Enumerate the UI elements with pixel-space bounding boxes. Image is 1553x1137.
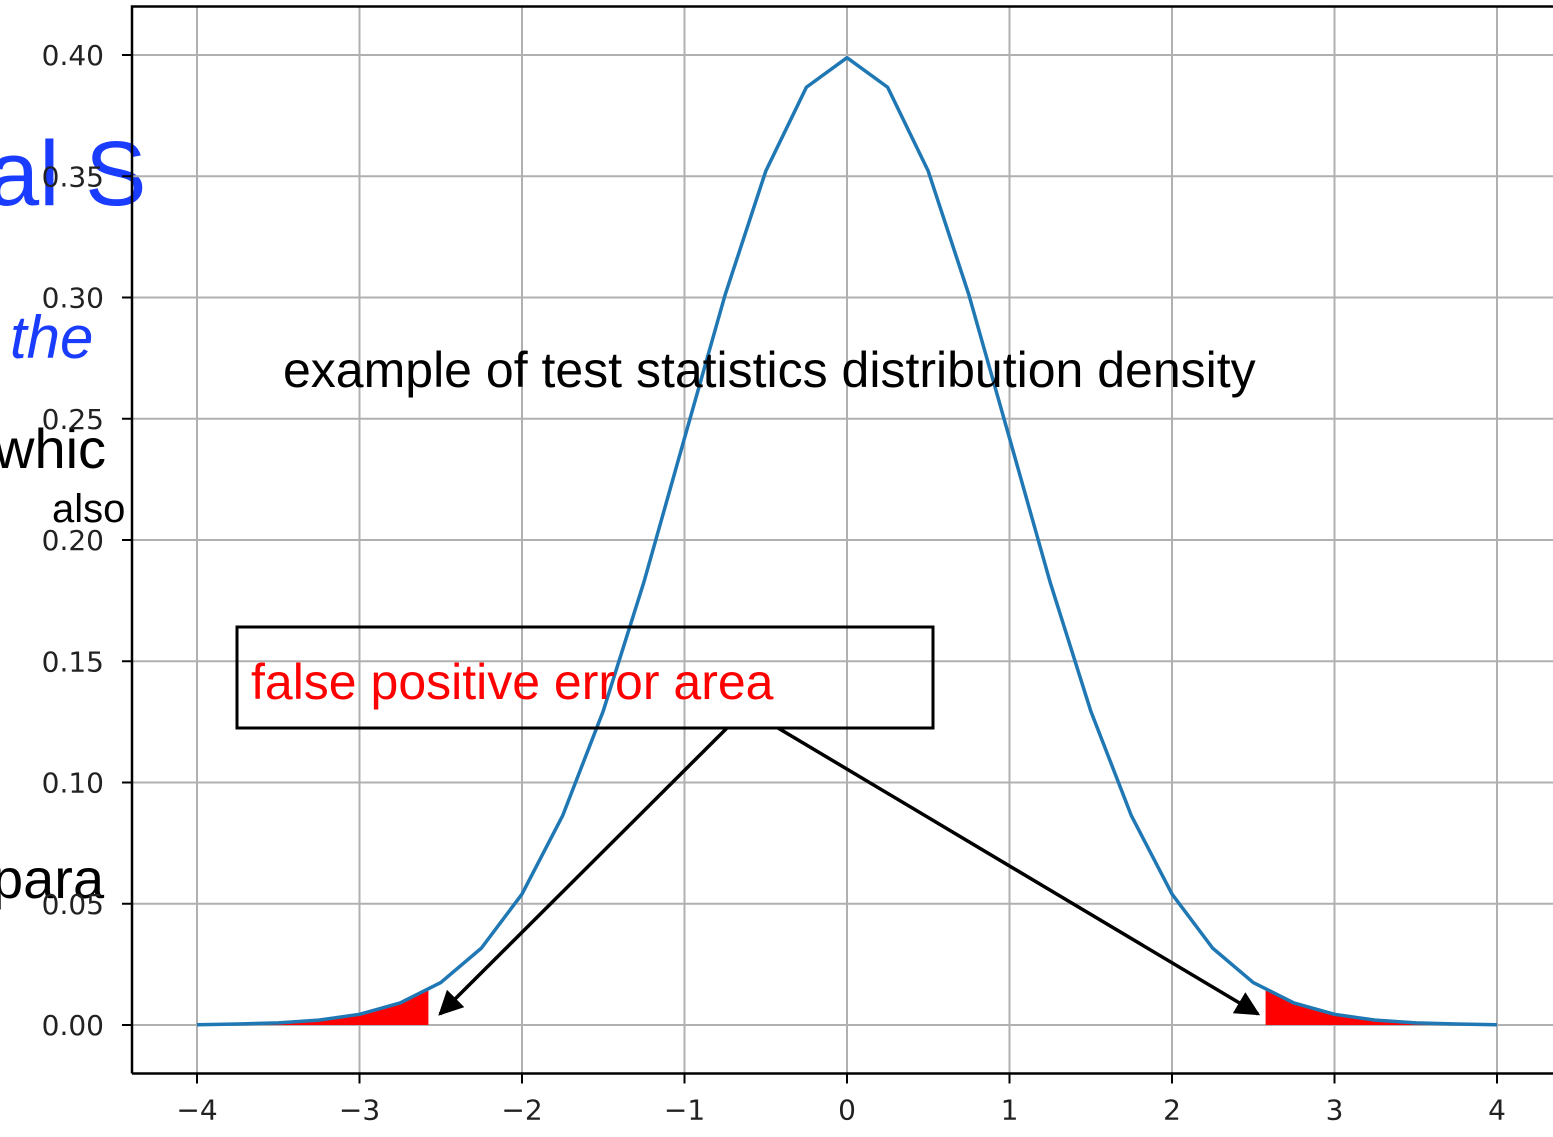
callout-text: false positive error area — [251, 654, 774, 710]
x-tick-label: −3 — [339, 1094, 380, 1127]
annotations: example of test statistics distribution … — [235, 342, 1261, 1016]
y-tick-label: 0.40 — [42, 39, 104, 72]
arrow — [438, 726, 729, 1016]
y-tick-label: 0.15 — [42, 645, 104, 678]
x-tick-label: −4 — [176, 1094, 217, 1127]
x-tick-label: 1 — [1001, 1094, 1019, 1127]
density-curve — [196, 55, 1498, 1027]
slide-text-fragment: para — [0, 847, 105, 910]
y-tick-label: 0.25 — [42, 403, 104, 436]
slide-text-fragment: the — [10, 304, 93, 371]
x-tick-label: −1 — [664, 1094, 705, 1127]
x-tick-label: −2 — [501, 1094, 542, 1127]
axes-frame — [130, 5, 1553, 1075]
slide-title-fragment: al S — [0, 123, 147, 225]
arrow — [777, 726, 1261, 1016]
x-tick-label: 4 — [1488, 1094, 1506, 1127]
tail-area — [1265, 989, 1497, 1025]
y-tick-label: 0.30 — [42, 282, 104, 315]
y-tick-label: 0.10 — [42, 767, 104, 800]
x-tick-label: 3 — [1326, 1094, 1344, 1127]
plot: 0.00 0.05 0.10 0.15 0.20 0.25 0.30 0.35 0.40 −4 −3… — [42, 5, 1553, 1127]
slide-text-fragment: whic — [0, 417, 106, 480]
y-tick-label: 0.00 — [42, 1009, 104, 1042]
annotation-text: example of test statistics distribution … — [283, 342, 1256, 398]
y-tick-label: 0.35 — [42, 160, 104, 193]
slide-fragments: al S the whic also para — [0, 123, 147, 910]
callout-box — [235, 625, 935, 730]
slide-text-fragment: also — [52, 487, 125, 531]
y-tick-label: 0.20 — [42, 524, 104, 557]
x-tick-label: 0 — [838, 1094, 856, 1127]
y-tick-label: 0.05 — [42, 888, 104, 921]
x-tick-label: 2 — [1163, 1094, 1181, 1127]
tail-area — [197, 989, 429, 1025]
